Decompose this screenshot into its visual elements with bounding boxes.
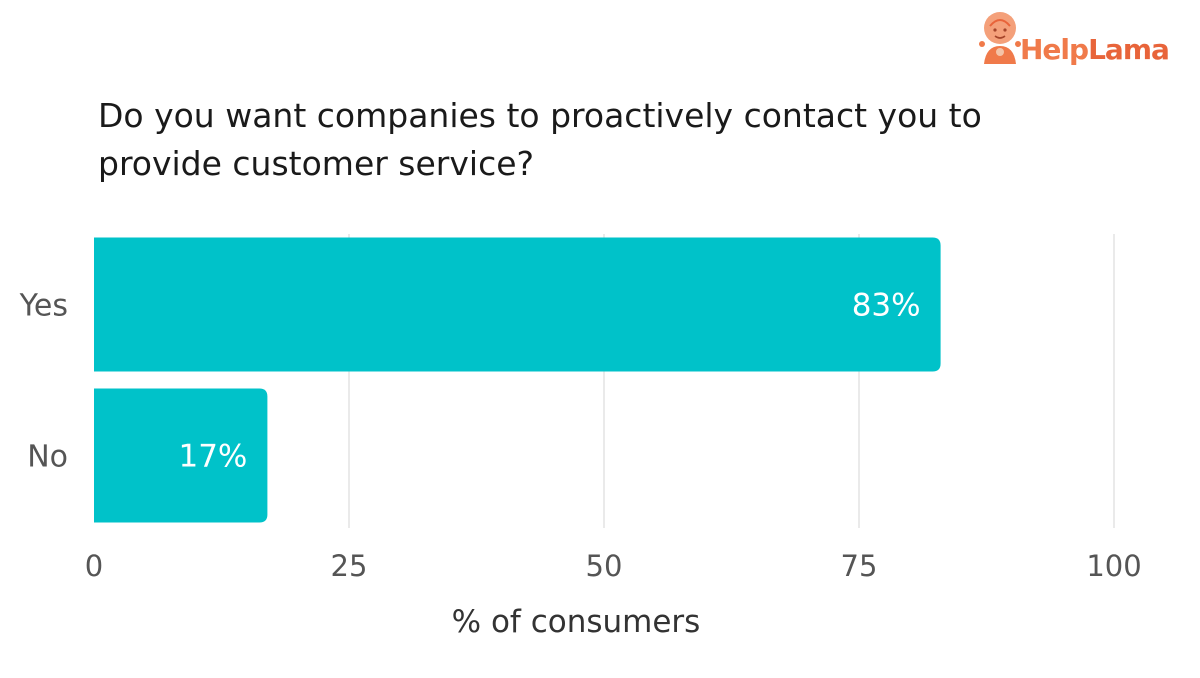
x-tick-label: 50 — [586, 549, 623, 583]
x-axis-title: % of consumers — [452, 604, 701, 640]
chart-title-line1: Do you want companies to proactively con… — [98, 96, 982, 135]
category-label-no: No — [27, 440, 68, 475]
helplama-logo: HelpLama — [978, 6, 1178, 76]
monk-mascot-icon — [979, 12, 1021, 64]
data-label-no: 17% — [178, 439, 247, 475]
x-tick-label: 75 — [841, 549, 878, 583]
brand-name-lama: Lama — [1088, 33, 1170, 66]
x-tick-label: 100 — [1086, 549, 1141, 583]
x-tick-label: 0 — [85, 549, 103, 583]
data-label-yes: 83% — [852, 288, 921, 324]
category-label-yes: Yes — [19, 289, 68, 324]
chart-title: Do you want companies to proactively con… — [98, 92, 1098, 188]
x-tick-label: 25 — [331, 549, 368, 583]
chart-title-line2: provide customer service? — [98, 144, 535, 183]
bar-yes — [94, 237, 941, 372]
brand-name: HelpLama — [1020, 33, 1170, 66]
brand-name-help: Help — [1020, 33, 1089, 66]
bar-no — [94, 388, 268, 523]
